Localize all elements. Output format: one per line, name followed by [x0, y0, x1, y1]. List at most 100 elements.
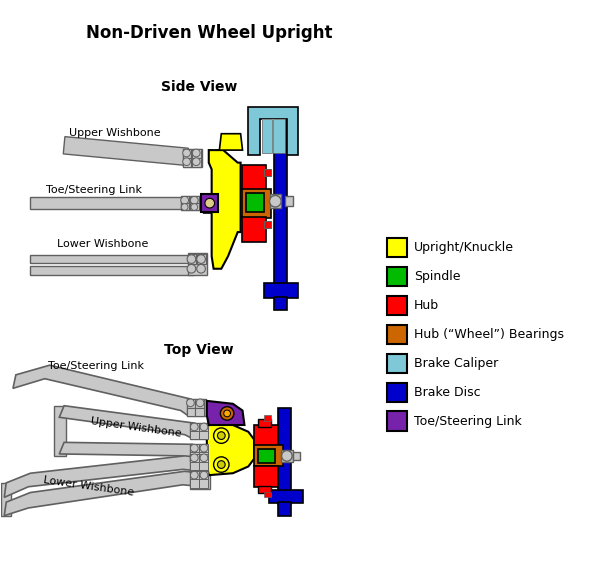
Polygon shape [204, 150, 241, 269]
Bar [190, 462, 199, 470]
Text: Upper Wishbone: Upper Wishbone [69, 128, 161, 138]
Circle shape [282, 451, 292, 461]
Text: Hub (“Wheel”) Bearings: Hub (“Wheel”) Bearings [414, 328, 564, 341]
Bar [269, 490, 303, 503]
Bar [190, 444, 210, 461]
Bar [264, 283, 297, 298]
Bar [264, 169, 270, 176]
Bar [54, 406, 66, 456]
Bar [264, 416, 270, 421]
Bar [262, 119, 285, 153]
Bar [387, 325, 407, 344]
Bar [387, 238, 407, 257]
Bar [187, 254, 196, 264]
Bar [190, 471, 199, 480]
Bar [242, 188, 270, 218]
Bar [190, 479, 199, 488]
Bar [278, 407, 291, 504]
Bar [195, 407, 204, 416]
Circle shape [192, 149, 200, 157]
Bar [247, 192, 264, 212]
Text: Upper Wishbone: Upper Wishbone [90, 416, 183, 438]
Bar [285, 197, 293, 206]
Circle shape [205, 198, 214, 208]
Circle shape [191, 203, 198, 210]
Bar [254, 465, 278, 487]
Bar [190, 203, 199, 210]
Bar [190, 452, 199, 461]
Polygon shape [30, 255, 194, 264]
Bar [387, 354, 407, 373]
Circle shape [190, 197, 198, 204]
Circle shape [200, 444, 208, 452]
Bar [190, 471, 210, 488]
Bar [187, 253, 207, 275]
Circle shape [187, 399, 194, 407]
Bar [258, 449, 275, 462]
Bar [199, 479, 208, 488]
Text: Toe/Steering Link: Toe/Steering Link [46, 186, 142, 195]
Text: Toe/Steering Link: Toe/Steering Link [414, 414, 522, 428]
Polygon shape [13, 365, 200, 416]
Bar [183, 158, 192, 166]
Bar [181, 197, 189, 203]
Bar [190, 431, 199, 439]
Text: Side View: Side View [161, 80, 238, 94]
Circle shape [187, 255, 196, 264]
Circle shape [269, 195, 281, 207]
Bar [262, 119, 272, 153]
Bar [190, 423, 199, 432]
Bar [190, 423, 210, 439]
Bar [190, 454, 199, 462]
Polygon shape [219, 134, 242, 150]
Circle shape [190, 444, 198, 452]
Bar [190, 197, 199, 203]
Text: Lower Wishbone: Lower Wishbone [42, 476, 134, 498]
Bar [264, 491, 270, 497]
Circle shape [217, 432, 225, 439]
Circle shape [196, 399, 204, 407]
Bar [195, 399, 204, 407]
Bar [192, 149, 201, 158]
Bar [281, 450, 293, 462]
Circle shape [214, 457, 229, 472]
Bar [199, 462, 208, 470]
Circle shape [224, 410, 230, 417]
Text: Brake Disc: Brake Disc [414, 386, 481, 399]
Circle shape [217, 461, 225, 468]
Bar [181, 197, 200, 210]
Circle shape [214, 428, 229, 443]
Bar [187, 399, 206, 416]
Polygon shape [207, 401, 244, 425]
Bar [199, 423, 208, 432]
Bar [199, 431, 208, 439]
Bar [275, 110, 287, 298]
Polygon shape [248, 107, 298, 155]
Polygon shape [59, 442, 204, 461]
Bar [242, 217, 266, 242]
Circle shape [192, 158, 200, 165]
Bar [273, 119, 285, 153]
Bar [199, 444, 208, 453]
Circle shape [183, 149, 190, 157]
Bar [199, 454, 208, 462]
Bar [199, 452, 208, 461]
Bar [264, 221, 270, 228]
Circle shape [200, 471, 208, 479]
Circle shape [200, 423, 208, 431]
Bar [197, 254, 206, 264]
Bar [192, 158, 201, 166]
Text: Non-Driven Wheel Upright: Non-Driven Wheel Upright [85, 24, 332, 42]
Bar [293, 452, 300, 460]
Bar [1, 483, 11, 516]
Text: Toe/Steering Link: Toe/Steering Link [48, 361, 144, 371]
Circle shape [181, 203, 188, 210]
Circle shape [187, 264, 196, 273]
Circle shape [200, 454, 208, 462]
Bar [190, 454, 210, 473]
Circle shape [190, 471, 198, 479]
Text: Lower Wishbone: Lower Wishbone [57, 239, 149, 250]
Circle shape [197, 255, 205, 264]
Text: Top View: Top View [164, 343, 234, 357]
Circle shape [190, 423, 198, 431]
